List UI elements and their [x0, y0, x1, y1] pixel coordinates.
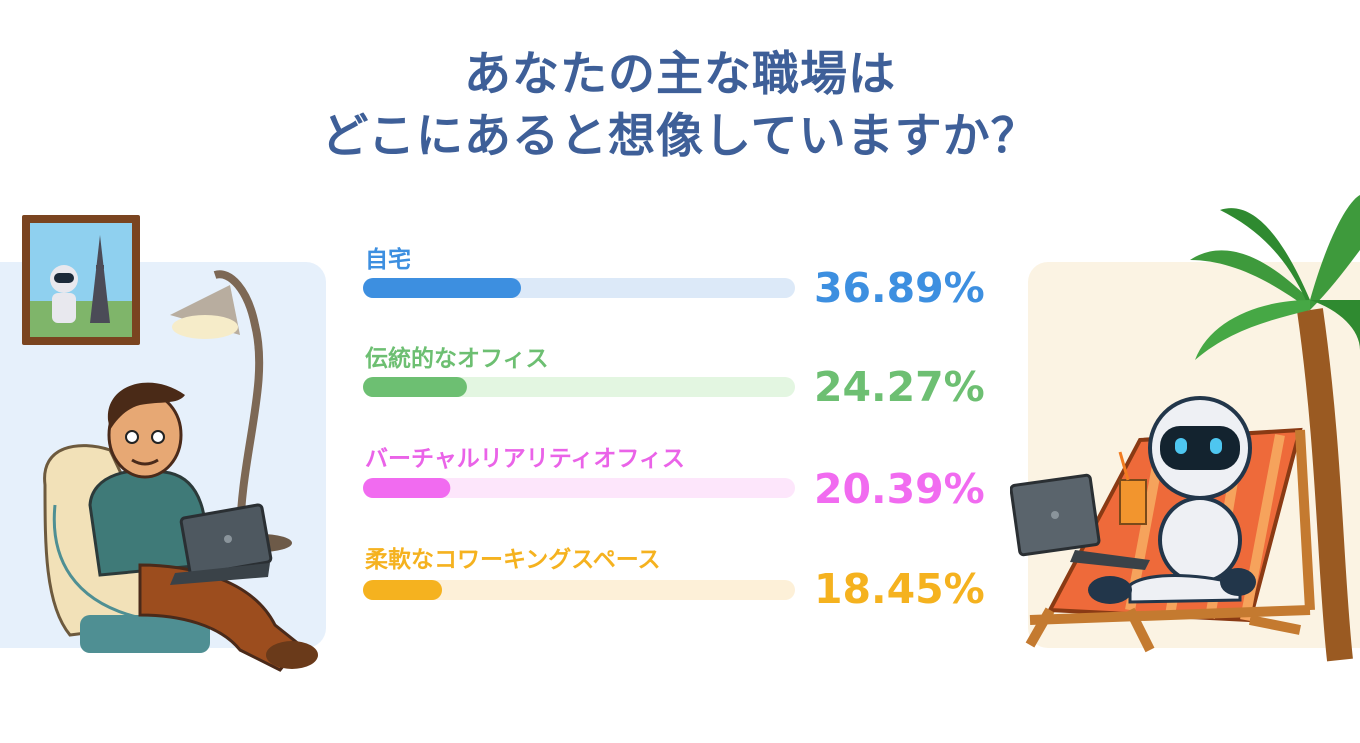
- chart-title: あなたの主な職場は どこにあると想像していますか？: [0, 44, 1360, 168]
- robot-beach-illustration: [1010, 195, 1360, 662]
- bar-track: [363, 478, 795, 498]
- title-line-2: どこにあると想像していますか？: [321, 109, 1039, 164]
- palm-tree-icon: [1190, 195, 1360, 662]
- value-label: 24.27%: [814, 363, 985, 411]
- bar: [363, 377, 467, 397]
- bar-track: [363, 377, 795, 397]
- man-icon: [88, 382, 318, 672]
- category-label: 柔軟なコワーキングスペース: [365, 546, 661, 573]
- man-with-laptop-illustration: [22, 215, 318, 672]
- bar: [363, 278, 521, 298]
- bar-track: [363, 580, 795, 600]
- value-label: 36.89%: [814, 264, 985, 312]
- bar: [363, 580, 443, 600]
- value-label: 20.39%: [814, 465, 985, 513]
- framed-picture-icon: [22, 215, 140, 345]
- laptop-icon: [1010, 473, 1150, 570]
- category-label: 伝統的なオフィス: [365, 345, 549, 372]
- bar: [363, 478, 451, 498]
- orange-drink-icon: [1118, 451, 1147, 525]
- category-label: バーチャルリアリティオフィス: [365, 446, 685, 472]
- robot-icon: [1088, 396, 1256, 604]
- category-label: 自宅: [365, 246, 411, 273]
- title-line-1: あなたの主な職場は: [464, 47, 896, 102]
- value-label: 18.45%: [814, 565, 985, 613]
